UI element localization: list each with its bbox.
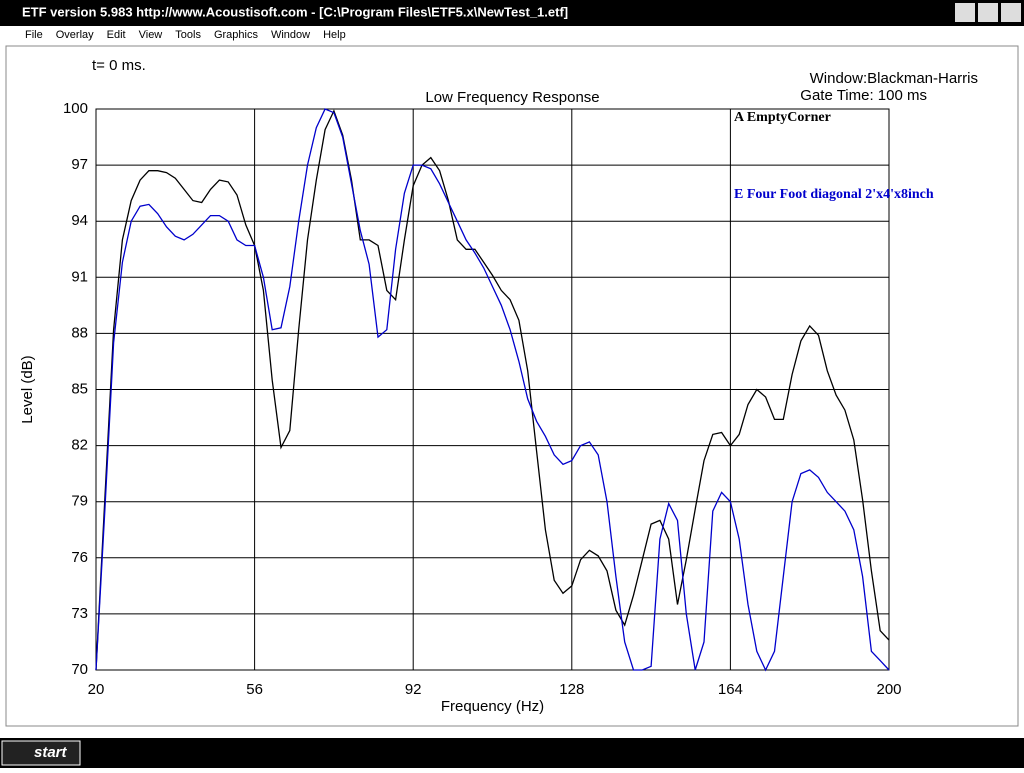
annotation: t= 0 ms. [92, 57, 146, 74]
minimize-button[interactable] [955, 3, 975, 22]
y-tick-label: 100 [63, 100, 88, 117]
chart: 70 73 76 79 82 85 88 91 94 97 100 20 56 92 128 164 200 Lo… [19, 57, 978, 715]
y-tick-label: 91 [71, 268, 88, 285]
y-tick-label: 97 [71, 156, 88, 173]
menu-item[interactable]: Graphics [214, 29, 259, 41]
menu-item[interactable]: Tools [175, 29, 201, 41]
title-bar [0, 0, 1024, 26]
x-tick-label: 20 [88, 681, 105, 698]
legend-entry: A EmptyCorner [734, 110, 831, 125]
series-line [95, 108, 890, 672]
x-tick-label: 128 [559, 681, 584, 698]
window-title: ETF version 5.983 http://www.Acoustisoft… [22, 4, 568, 19]
legend-entry: E Four Foot diagonal 2'x4'x8inch [734, 187, 934, 202]
chart-title: Low Frequency Response [425, 89, 599, 106]
menu: File Overlay Edit View Tools Graphics Window He… [25, 29, 346, 41]
x-axis-label: Frequency (Hz) [441, 698, 544, 715]
x-tick-label: 200 [876, 681, 901, 698]
annotation: Window:Blackman-Harris [810, 70, 978, 87]
x-tick-label: 92 [405, 681, 422, 698]
menu-item[interactable]: File [25, 29, 43, 41]
annotation: Gate Time: 100 ms [800, 87, 927, 104]
menu-item[interactable]: Help [323, 29, 346, 41]
start-button[interactable] [1, 740, 81, 766]
menu-item[interactable]: Edit [107, 29, 126, 41]
series-line [95, 109, 890, 671]
y-axis-label: Level (dB) [19, 355, 36, 423]
y-tick-label: 79 [71, 493, 88, 510]
y-tick-label: 70 [71, 661, 88, 678]
close-button[interactable] [1001, 3, 1021, 22]
maximize-button[interactable] [978, 3, 998, 22]
y-tick-label: 82 [71, 437, 88, 454]
menu-item[interactable]: View [139, 29, 163, 41]
taskbar [0, 738, 1024, 768]
y-tick-label: 94 [71, 212, 88, 229]
client-area [5, 45, 1019, 727]
start-label: start [34, 744, 68, 761]
x-tick-label: 56 [246, 681, 263, 698]
menu-item[interactable]: Window [271, 29, 310, 41]
x-tick-label: 164 [718, 681, 743, 698]
y-tick-label: 85 [71, 380, 88, 397]
y-tick-label: 73 [71, 605, 88, 622]
y-tick-label: 88 [71, 324, 88, 341]
y-tick-label: 76 [71, 549, 88, 566]
menu-item[interactable]: Overlay [56, 29, 94, 41]
menu-bar [0, 26, 1024, 44]
